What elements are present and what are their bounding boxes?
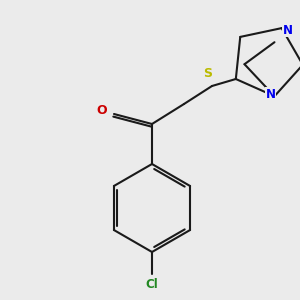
- Text: S: S: [203, 68, 212, 80]
- Text: Cl: Cl: [146, 278, 158, 290]
- Text: N: N: [283, 24, 292, 37]
- Text: N: N: [266, 88, 275, 101]
- Text: O: O: [97, 104, 107, 118]
